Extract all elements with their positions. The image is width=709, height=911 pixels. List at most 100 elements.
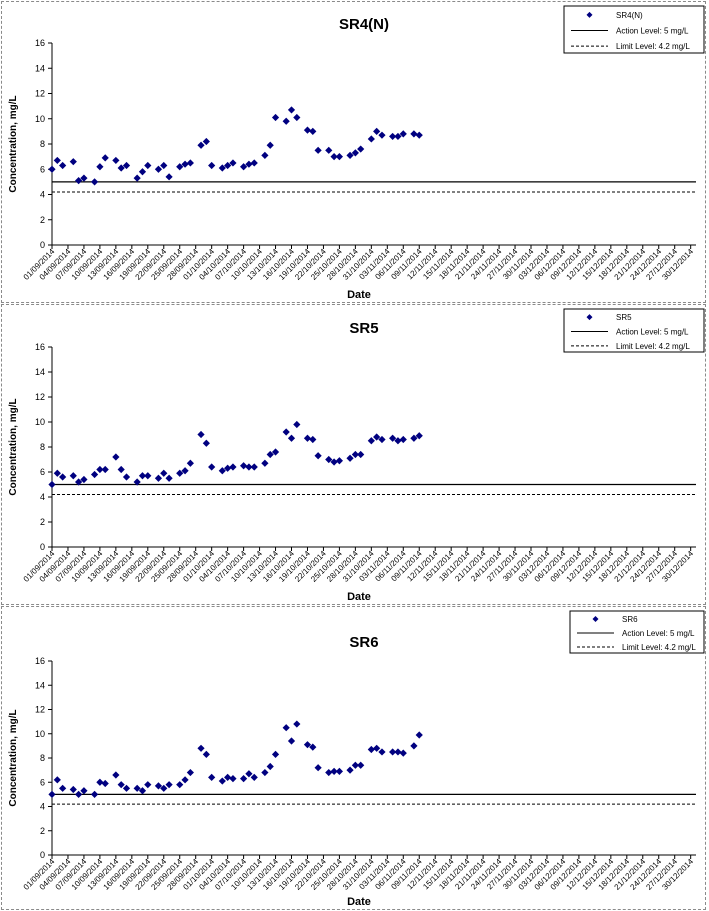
data-point — [415, 131, 423, 139]
y-tick-label: 4 — [40, 190, 45, 200]
legend-box — [563, 308, 705, 353]
data-point — [90, 790, 99, 798]
data-point — [122, 161, 131, 170]
y-tick-label: 6 — [40, 467, 45, 477]
data-point — [224, 161, 232, 170]
data-point — [282, 428, 290, 436]
y-tick-label: 16 — [35, 656, 45, 666]
data-point — [53, 156, 61, 165]
data-point — [346, 766, 354, 774]
data-point — [346, 454, 354, 462]
legend-entry: Limit Level: 4.2 mg/L — [616, 342, 690, 351]
data-point — [245, 463, 253, 471]
legend-entry: Action Level: 5 mg/L — [616, 328, 689, 337]
y-tick-label: 8 — [40, 442, 45, 452]
data-point — [415, 731, 423, 739]
data-point — [367, 135, 375, 143]
legend-entry: Action Level: 5 mg/L — [616, 27, 689, 36]
data-point — [90, 178, 99, 186]
y-tick-label: 2 — [40, 517, 45, 527]
data-point — [367, 745, 375, 754]
data-point — [389, 434, 397, 442]
data-point — [154, 474, 163, 482]
data-point — [154, 165, 163, 173]
y-tick-label: 6 — [40, 777, 45, 787]
data-point — [399, 130, 407, 138]
data-point — [410, 742, 418, 750]
data-point — [202, 137, 210, 146]
data-point — [218, 777, 226, 785]
data-point — [96, 163, 104, 171]
data-point — [176, 163, 184, 171]
data-point — [133, 174, 141, 182]
data-point — [208, 463, 216, 471]
data-point — [330, 153, 338, 161]
data-point — [138, 168, 147, 176]
data-point — [357, 761, 365, 769]
data-point — [394, 748, 402, 756]
data-point — [309, 435, 317, 444]
data-point — [133, 478, 141, 486]
y-tick-label: 16 — [35, 38, 45, 48]
legend-entry: SR5 — [616, 313, 632, 322]
data-point — [250, 773, 258, 781]
data-point — [186, 768, 194, 777]
data-point — [101, 154, 109, 162]
data-point — [176, 781, 184, 789]
data-point — [160, 161, 168, 170]
data-point — [335, 153, 344, 161]
chart-title: SR4(N) — [339, 16, 389, 33]
y-tick-label: 10 — [35, 417, 45, 427]
data-point — [250, 159, 258, 167]
data-point — [266, 450, 274, 459]
data-point — [325, 455, 333, 464]
y-tick-label: 10 — [35, 114, 45, 124]
data-point — [53, 776, 61, 784]
data-point — [165, 173, 173, 181]
y-tick-label: 4 — [40, 802, 45, 812]
data-point — [314, 452, 322, 460]
data-point — [261, 768, 269, 777]
data-point — [245, 770, 253, 778]
data-point — [245, 160, 253, 168]
data-point — [208, 161, 216, 170]
data-point — [96, 465, 104, 474]
chart-title: SR5 — [349, 320, 378, 337]
legend-entry: SR4(N) — [616, 11, 643, 20]
data-point — [186, 159, 194, 167]
data-point — [373, 744, 381, 752]
y-tick-label: 2 — [40, 826, 45, 836]
data-point — [250, 463, 258, 471]
data-point — [224, 773, 232, 781]
legend-marker — [586, 11, 593, 18]
data-point — [394, 132, 402, 141]
data-point — [75, 790, 83, 798]
y-tick-label: 12 — [35, 392, 45, 402]
chart-panel-sr5: SR5 0 2 4 6 8 10 12 14 16 Concentration, mg/L 01/09… — [1, 304, 706, 605]
data-point — [218, 164, 226, 172]
y-axis-label: Concentration, mg/L — [8, 709, 19, 806]
x-axis-label: Date — [347, 591, 371, 603]
data-point — [314, 764, 322, 772]
data-point — [367, 437, 375, 445]
data-point — [240, 462, 248, 470]
legend-entry: SR6 — [622, 615, 638, 624]
data-point — [59, 161, 67, 170]
data-point — [144, 161, 152, 170]
data-point — [293, 113, 301, 122]
y-tick-label: 12 — [35, 89, 45, 99]
y-tick-label: 14 — [35, 63, 45, 73]
data-point — [48, 165, 56, 173]
y-tick-label: 16 — [35, 342, 45, 352]
legend-entry: Limit Level: 4.2 mg/L — [616, 42, 690, 51]
data-point — [208, 773, 216, 781]
data-point — [309, 127, 317, 135]
legend-box — [569, 610, 705, 654]
data-point — [181, 776, 189, 784]
y-tick-label: 8 — [40, 753, 45, 763]
data-point — [271, 448, 280, 456]
data-point — [357, 450, 365, 459]
data-point — [351, 450, 359, 459]
